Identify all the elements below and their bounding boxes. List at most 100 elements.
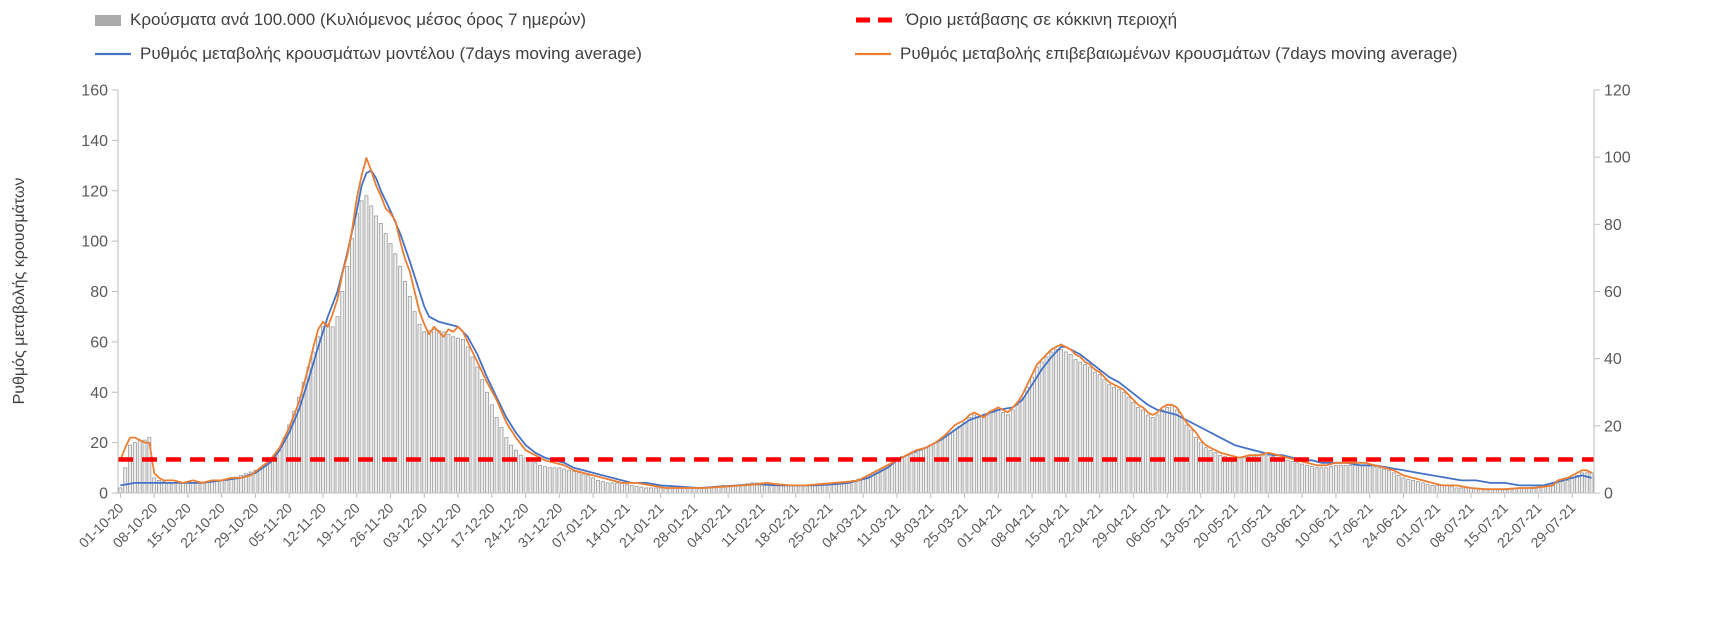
bar bbox=[1073, 359, 1078, 494]
bars-series bbox=[118, 195, 1594, 494]
bar bbox=[639, 486, 644, 494]
bar bbox=[1150, 417, 1155, 494]
legend-item-threshold: Όριο μετάβασης σε κόκκινη περιοχή bbox=[855, 7, 1177, 33]
confirmed-line bbox=[119, 157, 1593, 491]
bar bbox=[523, 457, 528, 494]
bar bbox=[634, 485, 639, 494]
bar bbox=[547, 467, 552, 494]
bar bbox=[195, 482, 200, 494]
bar bbox=[784, 485, 789, 494]
bar bbox=[171, 482, 176, 494]
bar bbox=[972, 414, 977, 494]
bar bbox=[1290, 461, 1295, 494]
bar bbox=[354, 213, 359, 494]
right-axis: 0 20 40 60 80 100 120 bbox=[1593, 83, 1631, 503]
bar bbox=[1155, 414, 1160, 494]
bar bbox=[1415, 481, 1420, 494]
bar bbox=[364, 195, 369, 494]
legend-item-confirmed-line: Ρυθμός μεταβολής επιβεβαιωμένων κρουσμάτ… bbox=[855, 41, 1458, 67]
bar bbox=[591, 477, 596, 494]
bar bbox=[1020, 396, 1025, 494]
bar bbox=[1218, 454, 1223, 494]
bar bbox=[229, 478, 234, 494]
left-axis: 0 20 40 60 80 100 120 140 160 bbox=[81, 83, 119, 503]
bar bbox=[441, 331, 446, 494]
bar bbox=[1237, 457, 1242, 494]
bar bbox=[798, 485, 803, 494]
bar bbox=[629, 485, 634, 494]
left-tick-label: 40 bbox=[90, 385, 108, 402]
bar bbox=[277, 449, 282, 494]
bar bbox=[1309, 466, 1314, 494]
bar bbox=[1343, 464, 1348, 494]
bar bbox=[407, 296, 412, 494]
bar bbox=[1444, 485, 1449, 494]
threshold-swatch bbox=[856, 17, 896, 23]
bar bbox=[374, 215, 379, 494]
bar bbox=[349, 238, 354, 494]
bar bbox=[658, 487, 663, 494]
bar bbox=[1560, 481, 1565, 494]
bar bbox=[841, 482, 846, 494]
bar bbox=[359, 200, 364, 494]
bar bbox=[1030, 376, 1035, 494]
bar bbox=[615, 482, 620, 494]
bar bbox=[620, 482, 625, 494]
bar bbox=[943, 437, 948, 494]
legend-label-threshold: Όριο μετάβασης σε κόκκινη περιοχή bbox=[906, 10, 1178, 29]
bar bbox=[1227, 457, 1232, 494]
bar bbox=[509, 444, 514, 494]
bar bbox=[1208, 449, 1213, 494]
bar bbox=[1512, 488, 1517, 494]
bar bbox=[263, 464, 268, 494]
bar bbox=[1261, 454, 1266, 494]
bar bbox=[427, 330, 432, 494]
bar bbox=[1010, 409, 1015, 494]
bar bbox=[480, 379, 485, 494]
bar bbox=[576, 472, 581, 494]
bar bbox=[904, 454, 909, 494]
bar bbox=[528, 459, 533, 494]
bar bbox=[1179, 417, 1184, 494]
bar bbox=[398, 265, 403, 494]
bar bbox=[1324, 467, 1329, 494]
bar bbox=[1044, 356, 1049, 494]
bar bbox=[1377, 467, 1382, 494]
bar bbox=[132, 442, 137, 494]
bar bbox=[1005, 414, 1010, 494]
bar bbox=[224, 480, 229, 494]
bar bbox=[1068, 354, 1073, 494]
bar bbox=[986, 414, 991, 494]
bar bbox=[1517, 487, 1522, 494]
bar bbox=[1372, 466, 1377, 494]
bar bbox=[610, 482, 615, 494]
bar bbox=[1078, 361, 1083, 494]
bar bbox=[1092, 371, 1097, 494]
bar bbox=[436, 330, 441, 494]
bar bbox=[446, 333, 451, 494]
legend-item-bars: Κρούσματα ανά 100.000 (Κυλιόμενος μέσος … bbox=[95, 7, 586, 33]
bar bbox=[1555, 482, 1560, 494]
bar bbox=[1059, 349, 1063, 494]
bar bbox=[1319, 467, 1324, 494]
bar bbox=[1464, 487, 1469, 494]
left-tick-label: 0 bbox=[99, 486, 108, 503]
bar bbox=[518, 454, 523, 494]
bar bbox=[1165, 406, 1170, 494]
bar bbox=[1435, 485, 1440, 494]
bar bbox=[431, 328, 436, 494]
bar bbox=[123, 467, 128, 494]
bar bbox=[1054, 349, 1059, 494]
bar bbox=[1107, 384, 1112, 494]
bar bbox=[118, 487, 123, 494]
bar bbox=[1430, 485, 1435, 494]
bar bbox=[137, 439, 142, 494]
bar bbox=[586, 474, 591, 494]
bar bbox=[595, 480, 600, 494]
bar bbox=[181, 482, 186, 494]
bar bbox=[1440, 485, 1445, 494]
bar bbox=[1223, 456, 1227, 494]
legend-label-bars: Κρούσματα ανά 100.000 (Κυλιόμενος μέσος … bbox=[130, 10, 587, 29]
bar bbox=[369, 205, 374, 494]
bar bbox=[1295, 462, 1300, 494]
